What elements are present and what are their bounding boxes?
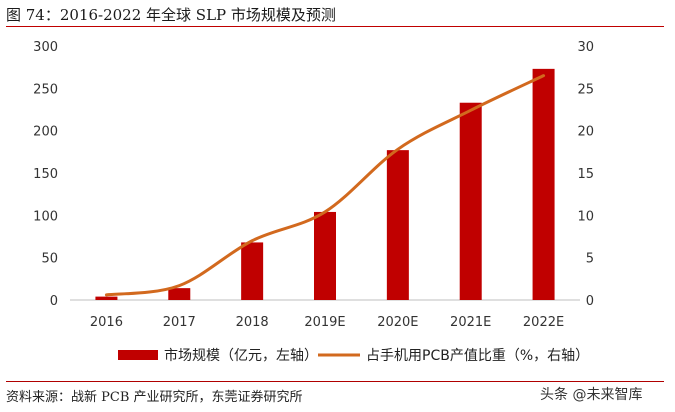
x-axis-tick-label: 2017: [163, 315, 196, 330]
right-axis-tick-label: 10: [577, 209, 594, 224]
right-axis-tick-label: 15: [577, 167, 594, 182]
right-axis-tick-label: 30: [577, 40, 594, 55]
left-axis-tick-label: 100: [33, 209, 58, 224]
right-axis-tick-label: 25: [577, 82, 594, 97]
source-rule: [6, 381, 664, 382]
figure-title: 图 74：2016-2022 年全球 SLP 市场规模及预测: [6, 6, 336, 24]
bar-market-size: [314, 211, 336, 300]
bar-market-size: [459, 102, 482, 300]
right-axis-tick-label: 5: [586, 252, 594, 267]
legend-swatch-bar: [118, 350, 158, 360]
x-axis-tick-label: 2020E: [377, 315, 418, 330]
bar-market-size: [241, 242, 264, 300]
bar-market-size: [168, 288, 191, 300]
left-axis-tick-label: 0: [50, 294, 58, 309]
bar-market-size: [386, 150, 409, 300]
x-axis-tick-label: 2016: [90, 315, 123, 330]
right-axis-tick-label: 20: [577, 125, 594, 140]
legend-label-bar: 市场规模（亿元，左轴）: [164, 347, 318, 364]
left-axis-tick-label: 50: [41, 252, 58, 267]
source-note: 资料来源：战新 PCB 产业研究所，东莞证券研究所: [6, 390, 303, 405]
watermark-text: 头条 @未来智库: [540, 387, 643, 403]
left-axis-tick-label: 250: [33, 82, 58, 97]
bar-market-size: [95, 296, 118, 300]
right-axis-tick-label: 0: [586, 294, 594, 309]
chart-area: 0 50 100 150 200 250 300 0 5 10 15 20 25 30 2016 2017 20…: [33, 40, 594, 364]
title-rule: [6, 26, 664, 27]
bar-market-size: [532, 68, 555, 300]
legend-label-line: 占手机用PCB产值比重（%，右轴）: [366, 348, 589, 364]
left-axis-tick-label: 300: [33, 40, 58, 55]
left-axis-tick-label: 150: [33, 167, 58, 182]
x-axis-tick-label: 2021E: [450, 315, 491, 330]
x-axis-tick-label: 2018: [236, 315, 269, 330]
x-axis-tick-label: 2022E: [523, 315, 564, 330]
x-axis-tick-label: 2019E: [304, 315, 345, 330]
left-axis-tick-label: 200: [33, 125, 58, 140]
